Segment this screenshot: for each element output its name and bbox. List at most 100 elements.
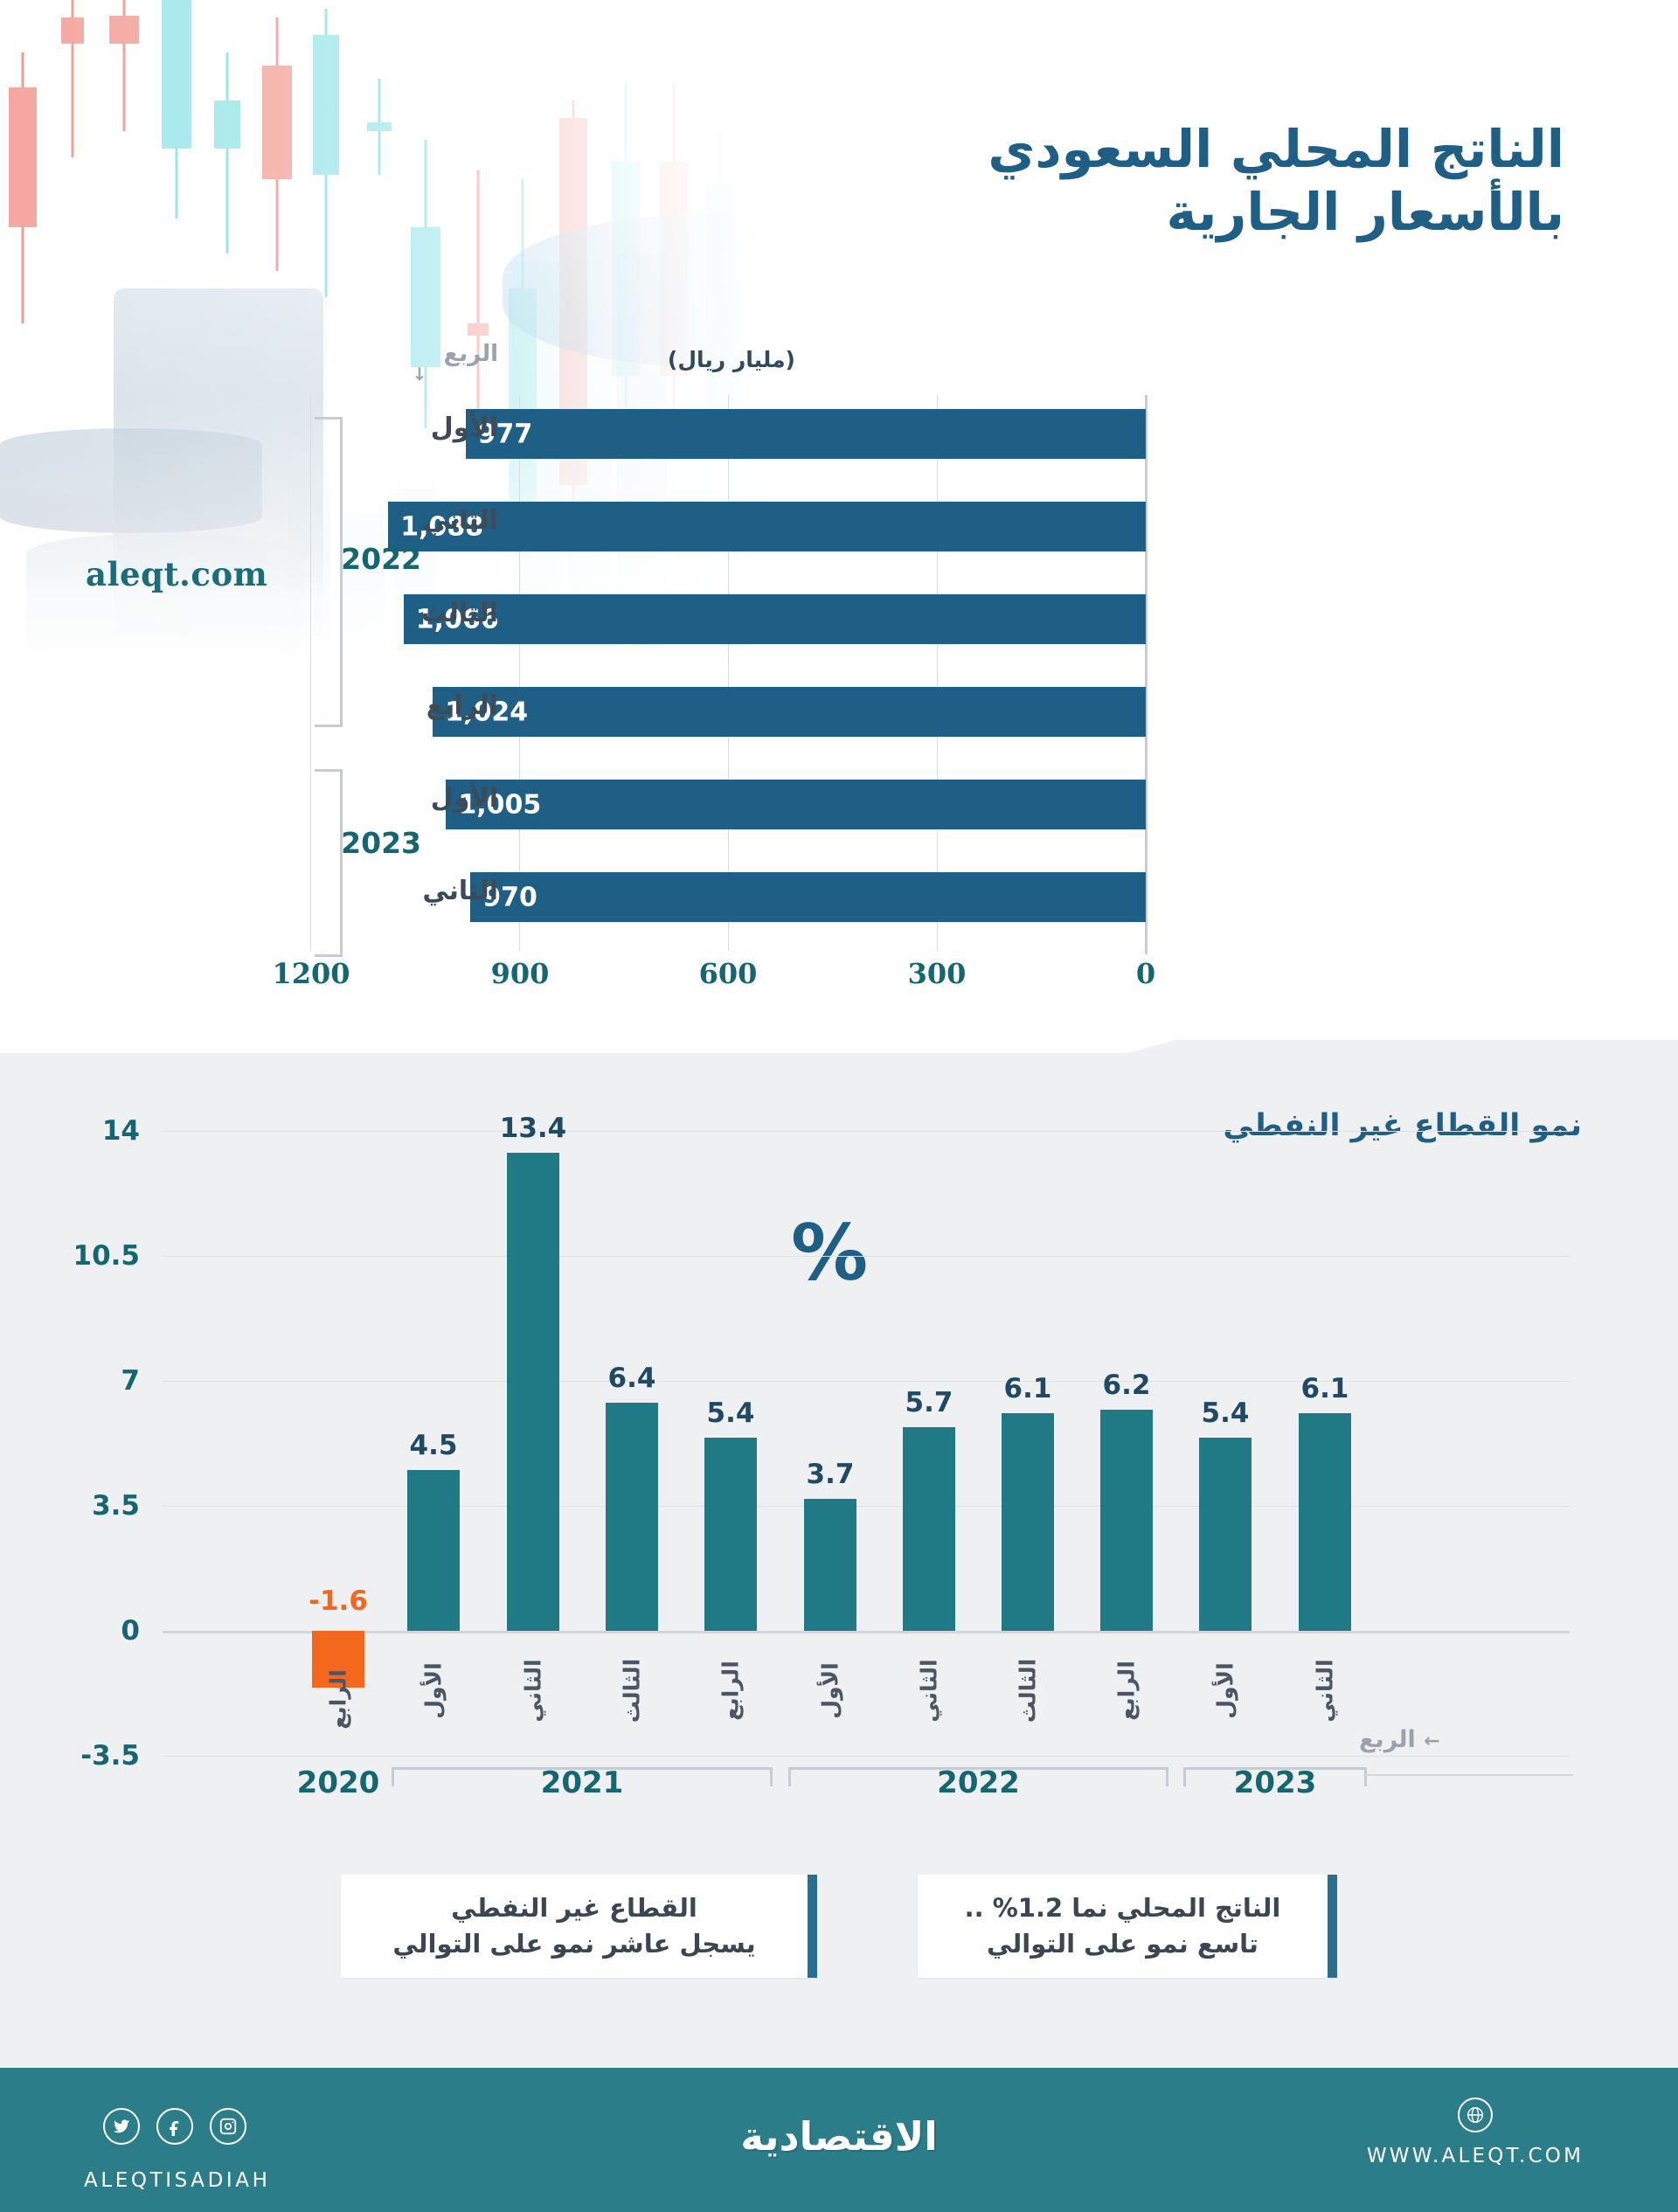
chart2-bar xyxy=(312,1631,364,1688)
chart2-quarter-header: ← الربع xyxy=(1359,1726,1534,1753)
chart2-year-bracket xyxy=(788,1767,1168,1786)
chart1-bar-value: 1,024 xyxy=(445,697,529,727)
social-links[interactable] xyxy=(103,2108,246,2145)
chart2-year-bracket xyxy=(1183,1767,1367,1786)
chart2-quarter-label: الرابع xyxy=(1113,1661,1140,1721)
chart2-gridline xyxy=(163,1131,1570,1132)
chart2-y-tick: 14 xyxy=(101,1115,140,1147)
chart2-y-tick: 10.5 xyxy=(73,1240,141,1272)
chart1-bar: 970 xyxy=(470,872,1146,922)
chart2-bar-value: 3.7 xyxy=(806,1458,855,1490)
chart2-y-tick: 3.5- xyxy=(80,1740,140,1772)
chart1-quarter-header-text: الربع xyxy=(443,341,498,367)
chart2-year-label: 2020 xyxy=(296,1765,380,1800)
social-label: ALEQTISADIAH xyxy=(84,2169,271,2192)
chart2-quarter-label: الأول xyxy=(1212,1662,1238,1719)
chart1-x-tick: 300 xyxy=(907,957,967,990)
chart2-quarter-label: الثاني xyxy=(520,1659,546,1723)
chart2-bar-value: 6.4 xyxy=(607,1362,656,1394)
callout-gdp-line1: الناتج المحلي نما 1.2% .. xyxy=(964,1892,1281,1923)
chart2-gridline xyxy=(163,1631,1570,1633)
chart2-bar-value: 5.7 xyxy=(905,1387,953,1419)
chart1-quarter-label: الثاني xyxy=(422,505,498,536)
callout-nonoil: القطاع غير النفطي يسجل عاشر نمو على التو… xyxy=(341,1875,817,1978)
chart1-quarter-label: الأول xyxy=(430,413,498,443)
chart1-bar-row: 1,088 الثاني xyxy=(0,488,1678,580)
chart1-unit-label: (مليار ريال) xyxy=(667,347,795,372)
chart2-bar xyxy=(1002,1412,1054,1631)
chart2-quarter-label: الرابع xyxy=(718,1661,744,1721)
chart1-bar-value: 1,088 xyxy=(400,511,484,542)
chart1-bar-row: 1,005 الأول xyxy=(0,766,1678,858)
chart2-y-tick: 7 xyxy=(121,1365,140,1397)
chart2-bar xyxy=(1299,1412,1351,1631)
chart2-quarter-label: الأول xyxy=(817,1662,843,1719)
site-url: WWW.ALEQT.COM xyxy=(1366,2145,1584,2167)
footer xyxy=(0,2068,1678,2212)
chart2-quarter-label: الثالث xyxy=(619,1658,645,1723)
chart1-x-axis-ticks: 1200 900 600 300 0 xyxy=(0,957,1678,1001)
globe-icon xyxy=(1458,2098,1493,2132)
chart2-year-label: 2022 xyxy=(937,1765,1020,1800)
chart1-x-tick: 1200 xyxy=(272,957,350,990)
left-arrow-icon: ← xyxy=(1424,1730,1440,1752)
chart2-bar-value: 6.2 xyxy=(1102,1369,1151,1401)
chart1-bar-row: 977 الأول xyxy=(0,395,1678,488)
chart2-bar xyxy=(407,1470,460,1631)
chart2-year-label: 2021 xyxy=(540,1765,624,1800)
chart1-bar: 977 xyxy=(465,409,1146,459)
gdp-bar-chart: 977 الأول 1,088 الثاني 1,066 الثالث 1,024 الراب… xyxy=(0,0,1678,1057)
chart2-bar xyxy=(1199,1438,1252,1631)
chart2-bar-value: 6.1 xyxy=(1300,1372,1349,1404)
brand-logo: الاقتصادية xyxy=(740,2113,938,2160)
chart1-quarter-label: الثالث xyxy=(420,598,498,628)
chart2-quarter-header-text: الربع xyxy=(1359,1726,1416,1753)
chart1-bar: 1,005 xyxy=(446,780,1146,829)
chart2-title: نمو القطاع غير النفطي xyxy=(1223,1108,1582,1143)
instagram-icon[interactable] xyxy=(210,2108,246,2145)
chart1-year-label-2023: 2023 xyxy=(341,826,421,860)
top-section: الناتج المحلي السعودي بالأسعار الجارية (… xyxy=(0,0,1678,1057)
chart2-bar-value: 6.1 xyxy=(1003,1372,1052,1404)
chart2-quarter-header-rule xyxy=(1363,1774,1573,1776)
chart1-year-label-2022: 2022 xyxy=(341,542,421,576)
page-title: الناتج المحلي السعودي بالأسعار الجارية xyxy=(778,118,1564,244)
chart2-quarter-label: الرابع xyxy=(325,1669,351,1730)
chart2-bar xyxy=(507,1152,559,1631)
callout-gdp: الناتج المحلي نما 1.2% .. تاسع نمو على ا… xyxy=(918,1875,1337,1978)
chart2-gridline xyxy=(163,1381,1570,1382)
percent-symbol: % xyxy=(791,1208,869,1298)
chart2-bar xyxy=(606,1402,658,1631)
page-title-line1: الناتج المحلي السعودي xyxy=(988,119,1564,179)
chart1-bar-value: 1,005 xyxy=(458,789,542,820)
twitter-icon[interactable] xyxy=(103,2108,140,2145)
chart2-bar-value: 13.4 xyxy=(499,1112,567,1144)
chart2-gridline xyxy=(163,1506,1570,1507)
chart2-y-tick: 3.5 xyxy=(92,1490,140,1522)
chart1-x-tick: 900 xyxy=(490,957,550,990)
hero-decorative-art xyxy=(0,0,874,664)
chart2-bar xyxy=(804,1498,856,1631)
chart2-quarter-label: الثاني xyxy=(1312,1659,1338,1723)
chart1-bar-value: 970 xyxy=(482,882,537,912)
chart1-x-tick: 0 xyxy=(1135,957,1156,990)
site-link[interactable]: WWW.ALEQT.COM xyxy=(1362,2098,1589,2167)
callout-gdp-text: الناتج المحلي نما 1.2% .. تاسع نمو على ا… xyxy=(965,1890,1281,1962)
chart1-bars: 977 الأول 1,088 الثاني 1,066 الثالث 1,024 الراب… xyxy=(0,395,1678,951)
chart2-bar xyxy=(903,1427,955,1631)
chart2-quarter-label: الثاني xyxy=(916,1659,942,1723)
chart1-quarter-label: الثاني xyxy=(422,876,498,906)
chart1-bar: 1,024 xyxy=(433,687,1146,737)
facebook-icon[interactable] xyxy=(156,2108,193,2145)
chart2-bar-value: 4.5 xyxy=(409,1430,458,1462)
callout-nonoil-line1: القطاع غير النفطي xyxy=(451,1892,697,1923)
chart1-bar-value: 977 xyxy=(477,419,533,449)
chart1-bar: 1,066 xyxy=(403,594,1146,644)
chart1-quarter-label: الرابع xyxy=(426,690,498,721)
chart1-bar-row: 1,066 الثالث xyxy=(0,580,1678,673)
chart1-x-tick: 600 xyxy=(698,957,758,990)
chart2-quarter-label: الأول xyxy=(420,1662,447,1719)
chart1-quarter-label: الأول xyxy=(430,783,498,814)
